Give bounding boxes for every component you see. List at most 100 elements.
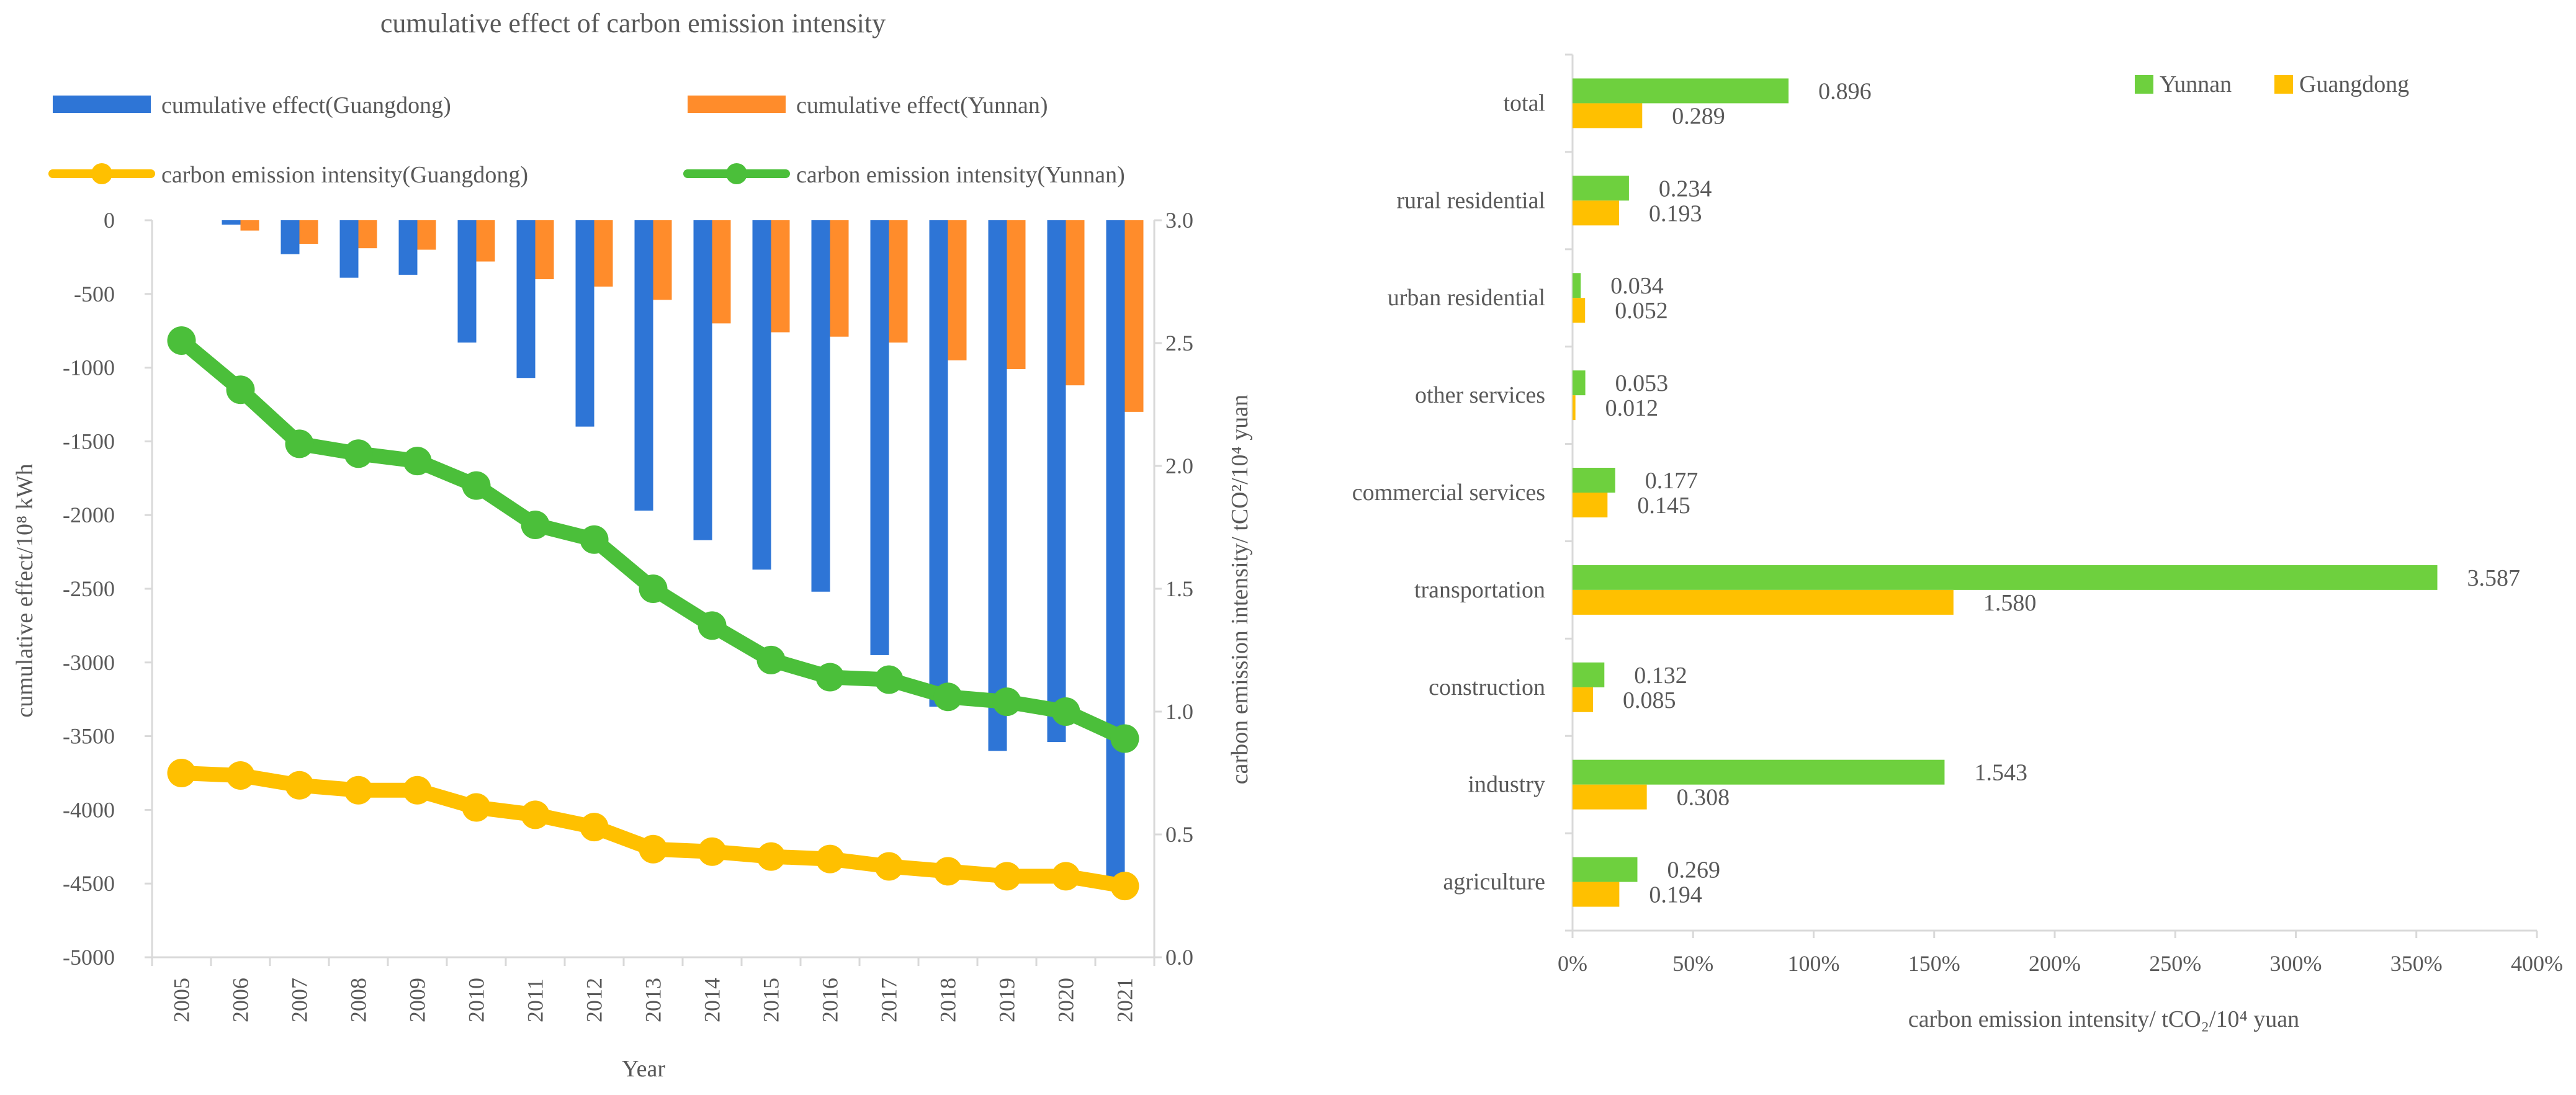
data-label-yunnan: 0.269: [1667, 857, 1721, 883]
point-0-2010: [462, 793, 491, 822]
x-tick-label: 2019: [995, 978, 1020, 1022]
x-tick-label: 2012: [582, 978, 607, 1022]
bar-1-2021: [1124, 220, 1144, 412]
data-label-yunnan: 0.896: [1818, 78, 1872, 104]
left-y-tick-label: -1500: [63, 429, 115, 454]
legend-label-1: Guangdong: [2299, 71, 2409, 97]
data-label-guangdong: 0.193: [1649, 200, 1702, 226]
bar-0-2008: [339, 220, 359, 278]
bar-0-2010: [457, 220, 477, 343]
bar-0-2007: [280, 220, 300, 254]
bar-1-2018: [948, 220, 967, 360]
bar-0-2020: [1047, 220, 1066, 743]
point-1-2018: [933, 682, 963, 712]
x-tick-label: 2005: [169, 978, 194, 1022]
category-label: industry: [1468, 772, 1545, 798]
bar-0-2017: [870, 220, 889, 655]
data-label-yunnan: 1.543: [1974, 760, 2027, 786]
point-1-2006: [226, 375, 255, 404]
point-1-2009: [403, 447, 432, 476]
line-0: [174, 766, 1133, 894]
point-1-2007: [285, 429, 314, 458]
data-label-guangdong: 0.052: [1615, 298, 1668, 324]
bar-yunnan-commercial-services: [1573, 468, 1615, 493]
point-1-2013: [639, 574, 668, 603]
bar-yunnan-rural-residential: [1573, 176, 1629, 201]
point-1-2015: [756, 645, 786, 674]
point-1-2011: [521, 511, 550, 540]
legend-swatch-1: [2274, 75, 2293, 94]
point-0-2013: [639, 834, 668, 864]
left-y-tick-label: -4500: [63, 871, 115, 896]
point-0-2008: [344, 775, 373, 805]
point-1-2014: [698, 611, 727, 640]
left-y-tick-label: -2000: [63, 503, 115, 527]
x-tick-label: 2011: [523, 978, 548, 1022]
x-tick-label: 2008: [346, 978, 371, 1022]
left-y-tick-label: -1000: [63, 355, 115, 380]
bar-0-2015: [752, 220, 771, 570]
data-label-guangdong: 1.580: [1983, 590, 2037, 616]
bar-yunnan-construction: [1573, 662, 1605, 687]
bar-0-2011: [516, 220, 536, 378]
legend-label-2: carbon emission intensity(Guangdong): [161, 162, 528, 188]
legend-swatch-0: [53, 96, 151, 113]
bar-yunnan-other-services: [1573, 370, 1586, 396]
data-label-yunnan: 0.132: [1634, 663, 1687, 689]
x-tick-label: 2021: [1113, 978, 1138, 1022]
bar-guangdong-commercial-services: [1573, 493, 1608, 517]
point-0-2018: [933, 857, 963, 886]
bar-guangdong-industry: [1573, 784, 1647, 810]
legend-label-3: carbon emission intensity(Yunnan): [796, 162, 1125, 188]
bar-1-2012: [594, 220, 613, 287]
x-tick-label: 150%: [1908, 951, 1960, 976]
left-y-tick-label: -5000: [63, 945, 115, 970]
point-1-2017: [874, 665, 904, 694]
left-y-tick-label: -3000: [63, 650, 115, 675]
point-0-2019: [992, 862, 1021, 891]
bar-guangdong-other-services: [1573, 395, 1576, 421]
bar-1-2011: [535, 220, 554, 280]
bar-0-2013: [634, 220, 653, 511]
x-tick-label: 100%: [1788, 951, 1840, 976]
right-y-tick-label: 0.5: [1165, 822, 1193, 847]
x-tick-label: 2020: [1054, 978, 1079, 1022]
right-y-tick-label: 0.0: [1165, 945, 1193, 970]
left-y-tick-label: -4000: [63, 797, 115, 822]
bar-yunnan-total: [1573, 78, 1789, 104]
left-chart-title: cumulative effect of carbon emission int…: [380, 8, 886, 38]
bar-1-2020: [1066, 220, 1085, 386]
data-label-guangdong: 0.289: [1672, 103, 1725, 129]
x-tick-label: 2009: [405, 978, 430, 1022]
point-1-2020: [1051, 697, 1080, 726]
bar-1-2017: [889, 220, 908, 343]
x-tick-label: 2007: [287, 978, 312, 1022]
point-1-2010: [462, 471, 491, 500]
category-label: total: [1503, 90, 1545, 116]
x-tick-label: 2014: [700, 978, 725, 1022]
x-tick-label: 2017: [877, 978, 902, 1022]
bar-guangdong-rural-residential: [1573, 200, 1619, 226]
point-0-2005: [167, 759, 196, 787]
data-label-guangdong: 0.085: [1623, 687, 1676, 713]
point-0-2021: [1110, 872, 1139, 901]
legend-label-0: Yunnan: [2160, 71, 2232, 97]
bar-guangdong-urban-residential: [1573, 298, 1586, 323]
bar-0-2006: [222, 220, 241, 225]
right-y-tick-label: 2.0: [1165, 454, 1193, 478]
point-1-2019: [992, 687, 1021, 717]
point-0-2011: [521, 800, 550, 829]
point-1-2012: [580, 525, 609, 554]
x-tick-label: 2016: [818, 978, 843, 1022]
data-label-guangdong: 0.194: [1649, 882, 1702, 908]
point-1-2008: [344, 439, 373, 468]
category-label: other services: [1415, 382, 1545, 408]
data-label-yunnan: 0.177: [1645, 468, 1699, 494]
point-0-2016: [815, 844, 845, 874]
legend-swatch-1: [688, 96, 786, 113]
bar-1-2008: [358, 220, 377, 249]
left-y-tick-label: -2500: [63, 576, 115, 601]
x-tick-label: 2010: [464, 978, 489, 1022]
data-label-yunnan: 0.053: [1615, 370, 1669, 396]
